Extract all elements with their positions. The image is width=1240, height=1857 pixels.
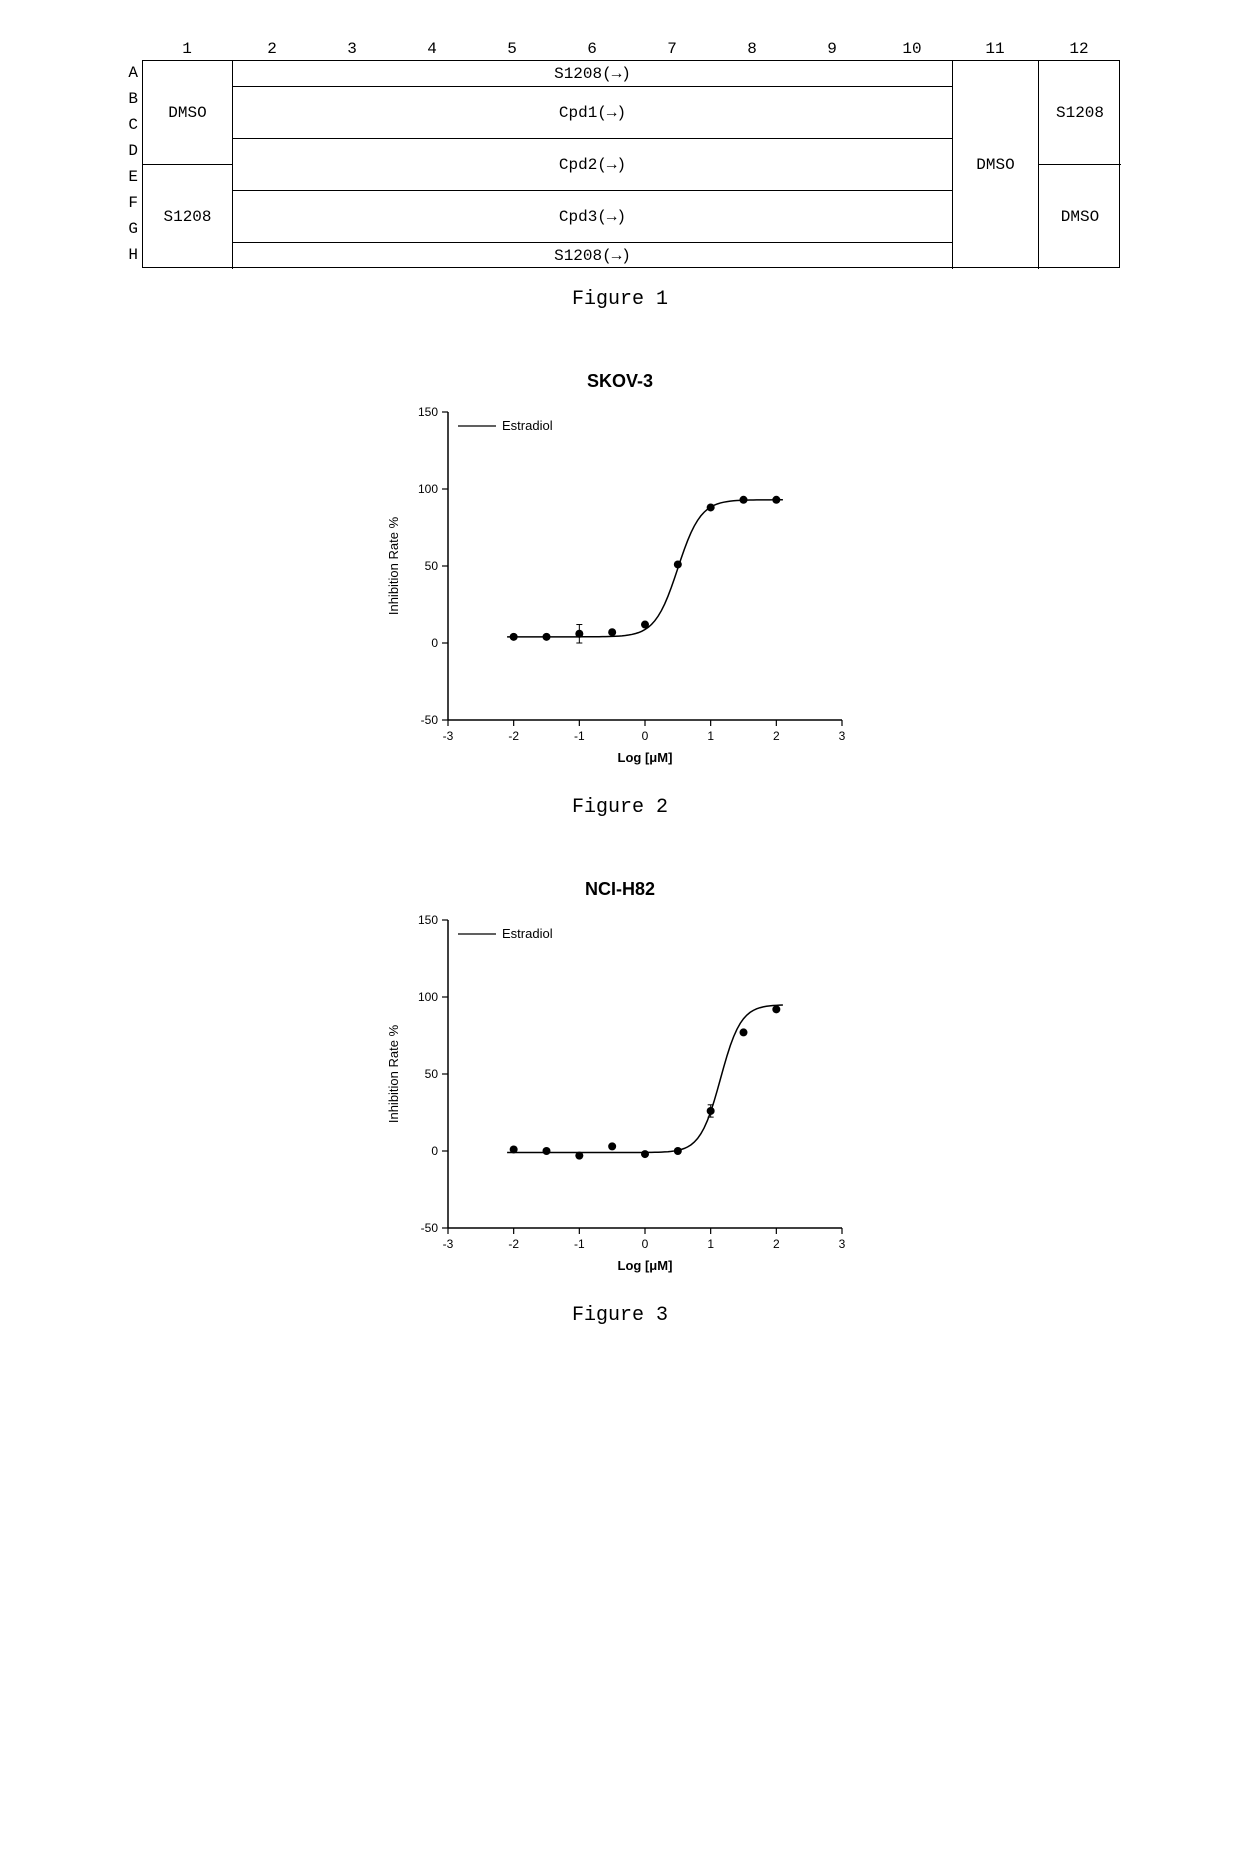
- figure-1-caption: Figure 1: [80, 288, 1160, 311]
- svg-text:3: 3: [839, 729, 846, 743]
- figure-2-caption: Figure 2: [80, 796, 1160, 819]
- plate-col-header-3: 3: [312, 40, 392, 60]
- plate-col-header-12: 12: [1038, 40, 1120, 60]
- svg-text:0: 0: [431, 636, 438, 650]
- svg-text:-50: -50: [421, 713, 439, 727]
- svg-text:-1: -1: [574, 1237, 585, 1251]
- svg-text:1: 1: [707, 729, 714, 743]
- plate-col-header-7: 7: [632, 40, 712, 60]
- plate-col-header-4: 4: [392, 40, 472, 60]
- plate-col-header-11: 11: [952, 40, 1038, 60]
- svg-text:-3: -3: [443, 1237, 454, 1251]
- plate-row-header-B: B: [120, 86, 142, 112]
- svg-text:2: 2: [773, 1237, 780, 1251]
- svg-text:Estradiol: Estradiol: [502, 926, 553, 941]
- svg-text:0: 0: [431, 1144, 438, 1158]
- figure-3: NCI-H82 -3 -2 -1 0 1 2 3 -50 0 50 100 150 Log [μM] In…: [80, 879, 1160, 1327]
- figure-3-chart-title: NCI-H82: [360, 879, 880, 900]
- plate-col-header-10: 10: [872, 40, 952, 60]
- plate-row-headers: ABCDEFGH: [120, 60, 142, 268]
- svg-text:-50: -50: [421, 1221, 439, 1235]
- plate-row-header-G: G: [120, 216, 142, 242]
- svg-text:150: 150: [418, 405, 438, 419]
- svg-text:-1: -1: [574, 729, 585, 743]
- plate-cell-c12-s1208: S1208: [1039, 61, 1121, 165]
- svg-text:100: 100: [418, 990, 438, 1004]
- plate-layout: 123456789101112 ABCDEFGH DMSOS1208S1208(…: [120, 40, 1120, 268]
- plate-row-header-F: F: [120, 190, 142, 216]
- svg-text:Inhibition Rate %: Inhibition Rate %: [386, 516, 401, 615]
- svg-text:150: 150: [418, 913, 438, 927]
- plate-row-header-E: E: [120, 164, 142, 190]
- plate-row-header-D: D: [120, 138, 142, 164]
- plate-cell-c11-dmso: DMSO: [953, 61, 1039, 269]
- plate-cell-c12-dmso: DMSO: [1039, 165, 1121, 269]
- plate-row-header-A: A: [120, 60, 142, 86]
- plate-grid: DMSOS1208S1208(→)Cpd1(→)Cpd2(→)Cpd3(→)S1…: [142, 60, 1120, 268]
- svg-text:50: 50: [425, 1067, 439, 1081]
- plate-col-header-5: 5: [472, 40, 552, 60]
- plate-col-header-6: 6: [552, 40, 632, 60]
- svg-text:2: 2: [773, 729, 780, 743]
- figure-3-caption: Figure 3: [80, 1304, 1160, 1327]
- figure-2-chart-title: SKOV-3: [360, 371, 880, 392]
- svg-text:0: 0: [642, 729, 649, 743]
- plate-col-header-2: 2: [232, 40, 312, 60]
- plate-row-header-C: C: [120, 112, 142, 138]
- plate-cell-mid-cpd2: Cpd2(→): [233, 139, 953, 191]
- svg-text:Inhibition Rate %: Inhibition Rate %: [386, 1024, 401, 1123]
- plate-cell-c1-dmso: DMSO: [143, 61, 233, 165]
- plate-col-header-1: 1: [142, 40, 232, 60]
- figure-2: SKOV-3 -3 -2 -1 0 1 2 3 -50 0 50 100 150 Log [μM] Inh…: [80, 371, 1160, 819]
- plate-cell-mid-s1208b: S1208(→): [233, 243, 953, 269]
- plate-column-headers: 123456789101112: [142, 40, 1120, 60]
- svg-text:Log [μM]: Log [μM]: [618, 750, 673, 765]
- plate-col-header-8: 8: [712, 40, 792, 60]
- plate-body: ABCDEFGH DMSOS1208S1208(→)Cpd1(→)Cpd2(→)…: [120, 60, 1120, 268]
- figure-3-chart: -3 -2 -1 0 1 2 3 -50 0 50 100 150 Log [μM] Inhibition…: [380, 904, 860, 1284]
- svg-text:3: 3: [839, 1237, 846, 1251]
- svg-text:Log [μM]: Log [μM]: [618, 1258, 673, 1273]
- plate-cell-mid-s1208a: S1208(→): [233, 61, 953, 87]
- figure-1: 123456789101112 ABCDEFGH DMSOS1208S1208(…: [80, 40, 1160, 311]
- svg-text:-2: -2: [508, 1237, 519, 1251]
- svg-text:-2: -2: [508, 729, 519, 743]
- svg-text:-3: -3: [443, 729, 454, 743]
- svg-text:50: 50: [425, 559, 439, 573]
- plate-cell-c1-s1208: S1208: [143, 165, 233, 269]
- plate-cell-mid-cpd3: Cpd3(→): [233, 191, 953, 243]
- plate-row-header-H: H: [120, 242, 142, 268]
- svg-text:Estradiol: Estradiol: [502, 418, 553, 433]
- svg-text:100: 100: [418, 482, 438, 496]
- figure-3-chart-wrap: NCI-H82 -3 -2 -1 0 1 2 3 -50 0 50 100 150 Log [μM] In…: [360, 879, 880, 1284]
- figure-2-chart: -3 -2 -1 0 1 2 3 -50 0 50 100 150 Log [μM] Inhibition…: [380, 396, 860, 776]
- figure-2-chart-wrap: SKOV-3 -3 -2 -1 0 1 2 3 -50 0 50 100 150 Log [μM] Inh…: [360, 371, 880, 776]
- plate-cell-mid-cpd1: Cpd1(→): [233, 87, 953, 139]
- plate-col-header-9: 9: [792, 40, 872, 60]
- svg-text:0: 0: [642, 1237, 649, 1251]
- svg-text:1: 1: [707, 1237, 714, 1251]
